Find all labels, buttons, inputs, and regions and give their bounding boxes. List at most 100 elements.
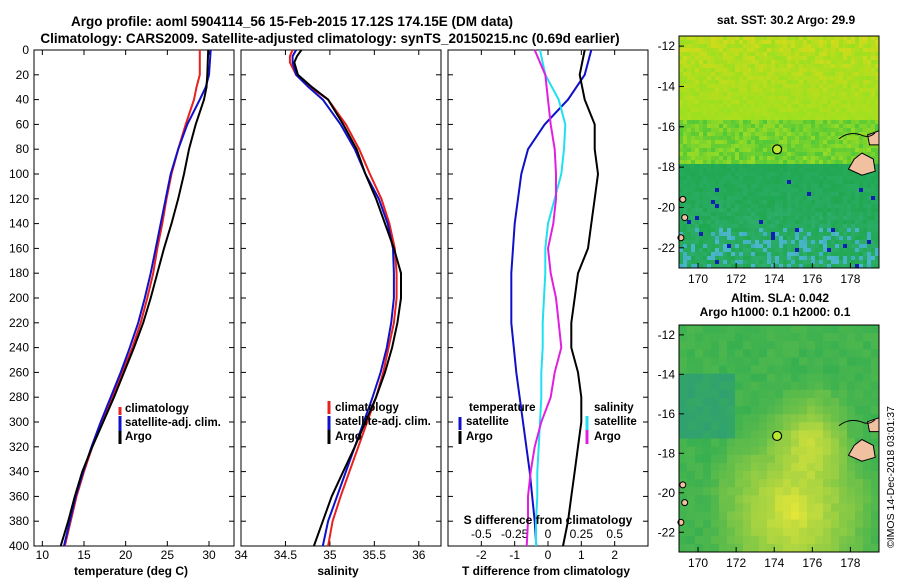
map-cell	[723, 96, 728, 101]
legend-t-argo: Argo	[466, 431, 493, 443]
map-cell	[851, 252, 856, 257]
map-cell	[843, 104, 848, 109]
map-cell	[687, 120, 692, 125]
map-cell	[839, 200, 844, 205]
map-cell	[679, 120, 684, 125]
map-cell	[735, 479, 744, 488]
map-cell	[835, 240, 840, 245]
map-cell	[867, 216, 872, 221]
map-cell	[731, 172, 736, 177]
map-cell	[707, 120, 712, 125]
map-cell	[723, 44, 728, 49]
map-cell	[679, 430, 688, 439]
map-cell	[695, 236, 700, 241]
map-cell	[835, 148, 840, 153]
map-cell	[771, 244, 776, 249]
map-cell	[711, 36, 716, 41]
map-cell	[791, 260, 796, 265]
map-cell	[807, 212, 812, 217]
map-cell	[807, 116, 812, 121]
map-cell	[839, 152, 844, 157]
map-cell	[783, 156, 788, 161]
map-cell	[843, 184, 848, 189]
map-cell	[827, 164, 832, 169]
map-cell	[875, 148, 880, 153]
map-cell	[831, 264, 836, 269]
map-cell	[739, 72, 744, 77]
map-cell	[759, 503, 768, 512]
map-cell	[695, 80, 700, 85]
map-cell	[867, 204, 872, 209]
map-cell	[779, 48, 784, 53]
map-cell	[739, 64, 744, 69]
map-cell	[679, 56, 684, 61]
map-cell	[847, 228, 852, 233]
map-cell	[827, 256, 832, 261]
map-cell	[743, 200, 748, 205]
map-cell	[815, 44, 820, 49]
map-cell	[783, 148, 788, 153]
map-cell	[819, 132, 824, 137]
map-cell	[815, 88, 820, 93]
map-cell	[779, 108, 784, 113]
map-cell	[735, 56, 740, 61]
map-cell	[867, 236, 872, 241]
map-cell	[759, 180, 764, 185]
map-cell	[683, 144, 688, 149]
map-cell	[799, 365, 808, 375]
map-cell	[875, 204, 880, 209]
map-cell	[795, 184, 800, 189]
map-cell	[723, 164, 728, 169]
map-cell	[807, 462, 816, 472]
temperature-panel: 0204060801001201401601802002202402602803…	[9, 43, 235, 578]
map-cell	[771, 88, 776, 93]
map-cell	[731, 248, 736, 253]
map-cell	[771, 84, 776, 89]
map-cell	[827, 84, 832, 89]
map-cell	[847, 479, 856, 488]
map-cell	[691, 144, 696, 149]
map-cell	[687, 224, 692, 229]
map-cell	[787, 192, 792, 197]
map-cell	[739, 164, 744, 169]
lon-tick-label: 174	[764, 272, 784, 286]
map-cell	[795, 60, 800, 65]
map-cell	[695, 487, 704, 496]
map-cell	[791, 503, 800, 512]
map-cell	[715, 160, 720, 165]
map-cell	[723, 228, 728, 233]
temperature-xlabel: temperature (deg C)	[74, 564, 188, 578]
map-cell	[807, 244, 812, 249]
map-cell	[743, 438, 752, 448]
map-cell	[815, 56, 820, 61]
map-cell	[847, 220, 852, 225]
map-cell	[867, 104, 872, 109]
map-cell	[731, 108, 736, 113]
map-cell	[691, 208, 696, 213]
map-cell	[823, 535, 832, 545]
map-cell	[743, 325, 752, 334]
map-cell	[703, 60, 708, 65]
map-cell	[807, 341, 816, 350]
map-cell	[815, 212, 820, 217]
map-cell	[771, 188, 776, 193]
map-cell	[691, 160, 696, 165]
map-cell	[751, 232, 756, 237]
map-cell	[735, 168, 740, 173]
map-cell	[811, 208, 816, 213]
map-cell	[739, 140, 744, 145]
map-cell	[775, 333, 784, 342]
map-cell	[867, 48, 872, 53]
map-cell	[791, 112, 796, 117]
depth-axis: 0204060801001201401601802002202402602803…	[9, 43, 29, 553]
map-cell	[831, 80, 836, 85]
map-cell	[851, 100, 856, 105]
map-cell	[839, 156, 844, 161]
map-cell	[735, 68, 740, 73]
legend-satellite: satellite-adj. clim.	[125, 417, 221, 429]
map-cell	[691, 52, 696, 57]
map-cell	[799, 204, 804, 209]
map-cell	[823, 44, 828, 49]
map-cell	[831, 381, 840, 391]
map-cell	[795, 84, 800, 89]
